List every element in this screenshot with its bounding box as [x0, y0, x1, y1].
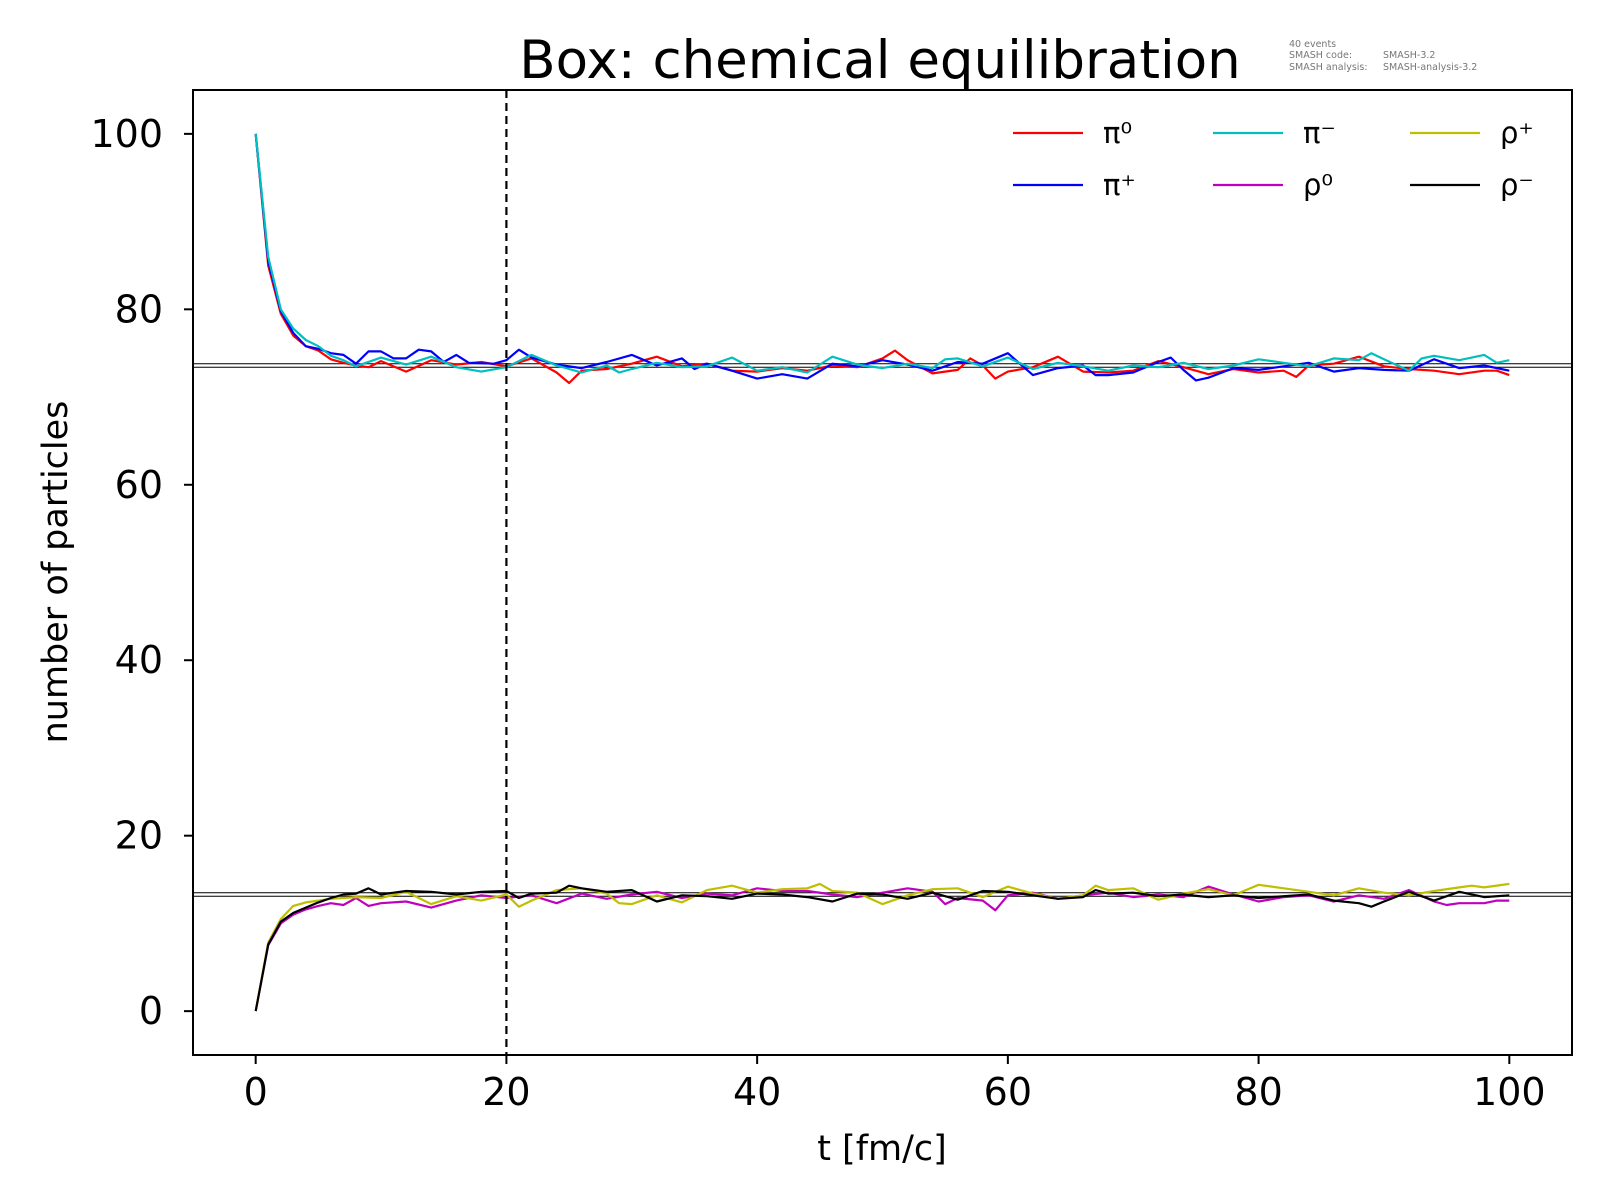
legend-label: ρ⁻	[1500, 168, 1534, 202]
x-axis: 0 20 40 60 80 100	[244, 1055, 1546, 1114]
legend: π⁰ π⁺ π⁻ ρ⁰ ρ⁺ ρ⁻	[1013, 116, 1534, 202]
y-tick-label: 80	[115, 287, 163, 331]
equilibrium-lines	[193, 363, 1572, 897]
series-line-2	[254, 133, 1510, 374]
y-axis: 0 20 40 60 80 100	[90, 112, 193, 1033]
legend-label: ρ⁺	[1500, 116, 1534, 150]
y-tick-label: 20	[115, 814, 163, 858]
meta-code-label: SMASH code:	[1289, 50, 1352, 61]
meta-events: 40 events	[1289, 39, 1336, 50]
legend-label: π⁰	[1103, 116, 1132, 150]
x-tick-label: 80	[1234, 1070, 1282, 1114]
series-line-1	[254, 133, 1510, 382]
x-tick-label: 60	[984, 1070, 1032, 1114]
series-line-3	[254, 885, 1510, 1012]
legend-label: π⁻	[1303, 116, 1336, 150]
chart-title: Box: chemical equilibration	[519, 30, 1241, 91]
x-tick-label: 40	[733, 1070, 781, 1114]
y-tick-label: 40	[115, 638, 163, 682]
legend-label: π⁺	[1103, 168, 1136, 202]
series-lines	[254, 133, 1510, 1012]
meta-code-value: SMASH-3.2	[1383, 50, 1435, 61]
plot-frame	[192, 89, 1573, 1056]
x-axis-label: t [fm/c]	[817, 1129, 947, 1169]
x-tick-label: 20	[482, 1070, 530, 1114]
series-line-4	[254, 882, 1510, 1012]
meta-analysis-label: SMASH analysis:	[1289, 62, 1368, 73]
y-tick-label: 0	[139, 989, 163, 1033]
y-tick-label: 100	[90, 112, 163, 156]
y-tick-label: 60	[115, 463, 163, 507]
x-tick-label: 0	[244, 1070, 268, 1114]
meta-analysis-value: SMASH-analysis-3.2	[1383, 62, 1477, 73]
y-axis-label: number of particles	[36, 401, 76, 744]
legend-label: ρ⁰	[1303, 168, 1333, 202]
series-line-5	[254, 884, 1510, 1012]
metadata-block: 40 events SMASH code: SMASH-3.2 SMASH an…	[1289, 39, 1477, 73]
x-tick-label: 100	[1473, 1070, 1546, 1114]
